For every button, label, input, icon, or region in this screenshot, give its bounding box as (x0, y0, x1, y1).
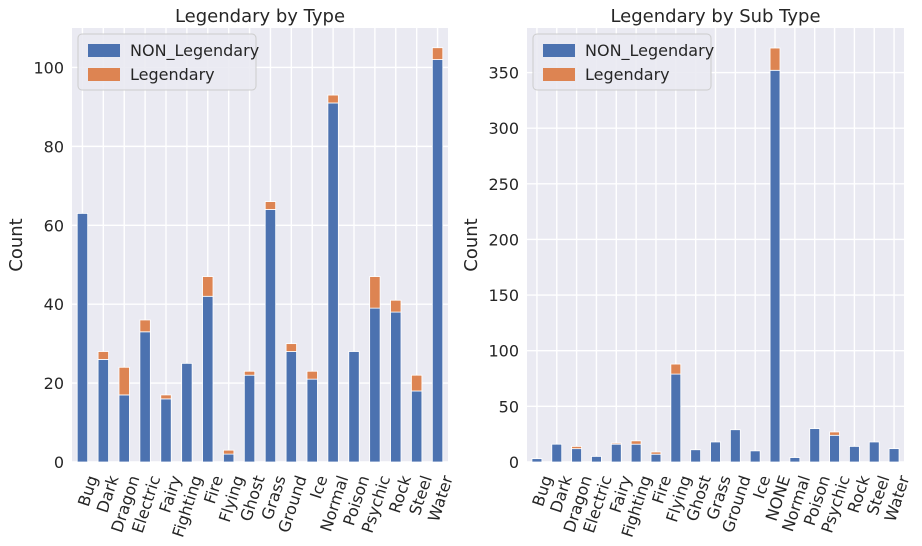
bar-legendary (285, 343, 297, 352)
bar-legendary (327, 94, 339, 104)
bar-non-legendary (369, 307, 381, 463)
bar-legendary (118, 366, 130, 396)
bar-non-legendary (118, 394, 130, 463)
bar-legendary (97, 351, 109, 360)
legend-swatch (88, 68, 120, 81)
bar-legendary (610, 442, 622, 445)
chart-title: Legendary by Sub Type (610, 6, 820, 27)
legend-swatch (543, 68, 575, 81)
bar-legendary (264, 201, 277, 210)
bar-legendary (630, 440, 642, 445)
chart-panel-2: BugDarkDragonElectricFairyFightingFireFl… (461, 6, 913, 540)
y-axis-label: Count (461, 218, 482, 271)
bar-non-legendary (202, 295, 214, 463)
bar-non-legendary (243, 374, 256, 463)
y-tick-label: 20 (44, 374, 64, 393)
bar-legendary (571, 446, 582, 450)
bar-non-legendary (348, 351, 360, 463)
bar-non-legendary (789, 457, 801, 463)
legend-label: Legendary (130, 65, 215, 84)
bar-non-legendary (390, 311, 402, 463)
bar-non-legendary (729, 429, 741, 463)
bar-non-legendary (97, 359, 109, 463)
bar-non-legendary (264, 209, 277, 463)
bar-non-legendary (610, 443, 622, 463)
bar-non-legendary (306, 378, 318, 463)
y-tick-label: 40 (44, 295, 64, 314)
bar-legendary (650, 451, 662, 455)
y-tick-label: 250 (488, 175, 519, 194)
bar-legendary (769, 47, 781, 71)
chart-panel-1: BugDarkDragonElectricFairyFightingFireFl… (6, 6, 457, 540)
bar-legendary (139, 319, 151, 333)
bar-non-legendary (531, 458, 543, 463)
bar-non-legendary (849, 446, 860, 463)
bar-legendary (160, 394, 172, 400)
y-tick-label: 0 (509, 453, 519, 472)
bar-non-legendary (888, 448, 900, 463)
bar-legendary (670, 363, 682, 375)
legend-swatch (88, 44, 120, 57)
bar-non-legendary (829, 434, 840, 463)
bar-non-legendary (690, 449, 702, 463)
bar-non-legendary (223, 453, 235, 463)
legend-swatch (543, 44, 575, 57)
y-tick-label: 350 (488, 64, 519, 83)
bar-legendary (411, 374, 423, 392)
legend-box (532, 33, 712, 91)
bar-non-legendary (431, 59, 444, 463)
chart-title: Legendary by Type (175, 6, 345, 27)
y-axis-label: Count (6, 218, 27, 271)
bar-non-legendary (285, 351, 297, 463)
legend-label: NON_Legendary (130, 41, 259, 61)
y-tick-label: 200 (488, 230, 519, 249)
y-tick-label: 80 (44, 137, 64, 156)
y-tick-label: 100 (33, 58, 64, 77)
legend-box (77, 33, 257, 91)
y-tick-label: 150 (488, 286, 519, 305)
bar-non-legendary (591, 456, 602, 463)
bar-legendary (390, 299, 402, 313)
bar-legendary (223, 449, 235, 455)
bar-non-legendary (411, 390, 423, 463)
plot-area (72, 28, 448, 462)
y-tick-label: 100 (488, 342, 519, 361)
bar-non-legendary (76, 213, 89, 463)
y-tick-label: 50 (499, 397, 519, 416)
y-tick-label: 300 (488, 119, 519, 138)
bar-legendary (369, 276, 381, 309)
bar-non-legendary (868, 441, 880, 463)
bar-non-legendary (809, 428, 821, 463)
bar-non-legendary (630, 443, 642, 463)
bar-non-legendary (327, 102, 339, 463)
bar-non-legendary (670, 373, 682, 463)
bar-non-legendary (160, 398, 172, 463)
bar-legendary (431, 47, 444, 60)
bar-non-legendary (749, 450, 761, 463)
bar-non-legendary (139, 331, 151, 463)
y-tick-label: 0 (54, 453, 64, 472)
bar-non-legendary (571, 448, 582, 463)
bar-non-legendary (769, 69, 781, 463)
legend-label: Legendary (585, 65, 670, 84)
bar-non-legendary (181, 362, 193, 463)
bar-legendary (243, 370, 256, 376)
bar-legendary (306, 370, 318, 380)
bar-legendary (202, 276, 214, 297)
y-tick-label: 60 (44, 216, 64, 235)
bar-legendary (829, 431, 840, 436)
bar-non-legendary (710, 441, 721, 463)
legend-label: NON_Legendary (585, 41, 714, 61)
bar-non-legendary (650, 453, 662, 463)
bar-non-legendary (551, 443, 563, 463)
